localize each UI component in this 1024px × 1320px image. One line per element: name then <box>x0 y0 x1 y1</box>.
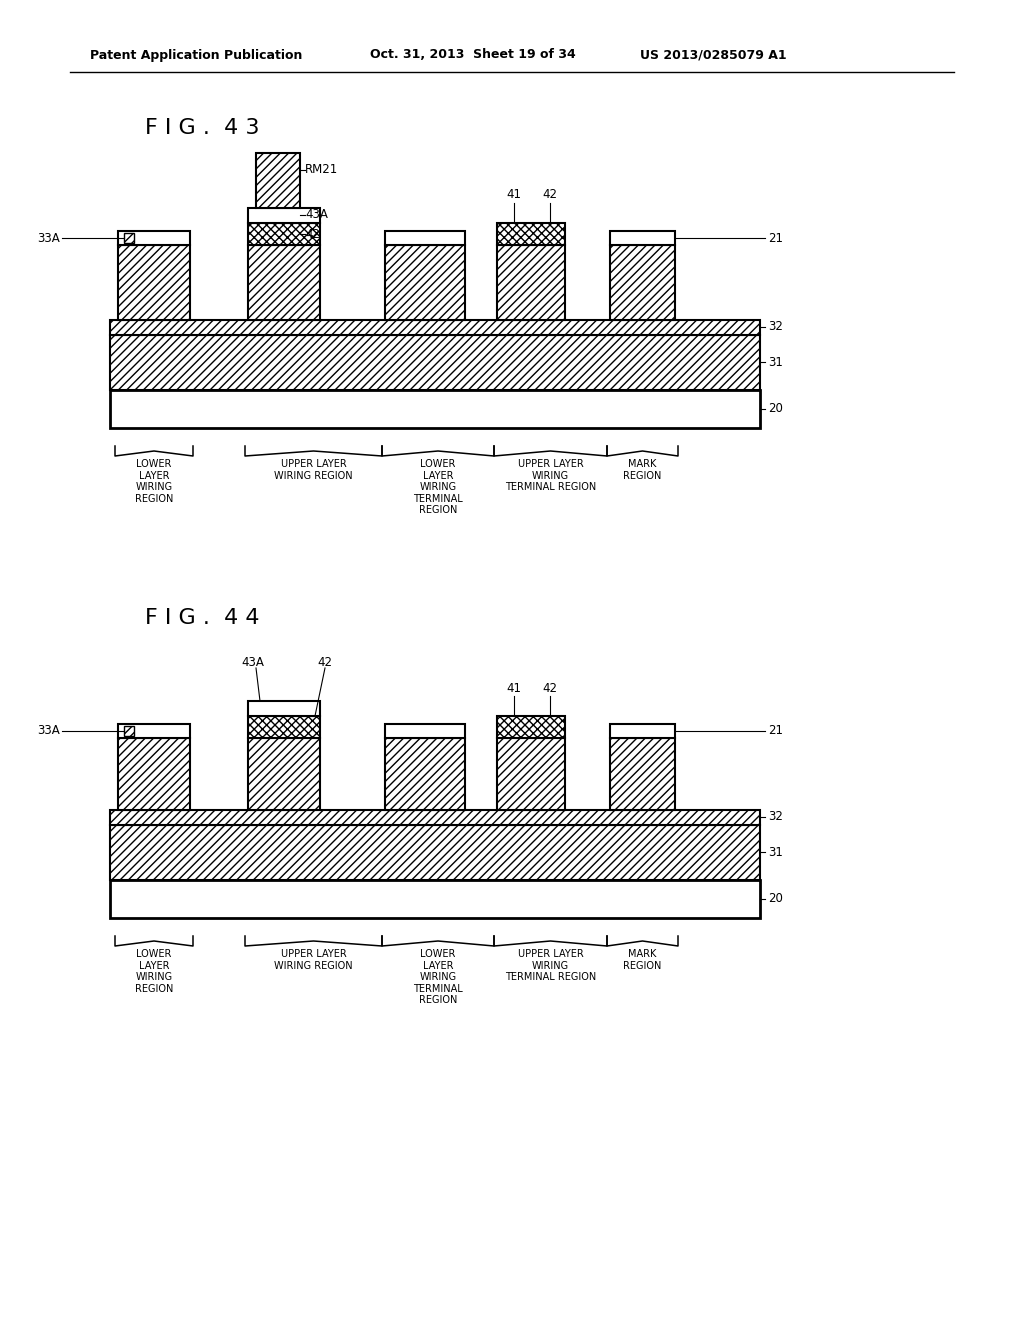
Bar <box>497 223 565 246</box>
Text: 20: 20 <box>768 403 783 416</box>
Text: 32: 32 <box>768 321 783 334</box>
Text: LOWER
LAYER
WIRING
REGION: LOWER LAYER WIRING REGION <box>135 949 173 994</box>
Bar <box>248 738 319 810</box>
Bar <box>248 701 319 715</box>
Bar <box>610 738 675 810</box>
Text: F I G .  4 4: F I G . 4 4 <box>145 609 259 628</box>
Bar <box>385 738 465 810</box>
Bar <box>256 153 300 209</box>
Text: 43A: 43A <box>305 209 328 222</box>
Bar <box>385 231 465 246</box>
Text: 21: 21 <box>768 725 783 738</box>
Bar <box>248 715 319 738</box>
Text: Patent Application Publication: Patent Application Publication <box>90 49 302 62</box>
Text: UPPER LAYER
WIRING REGION: UPPER LAYER WIRING REGION <box>274 459 353 480</box>
Text: 33A: 33A <box>37 725 60 738</box>
Bar <box>385 723 465 738</box>
Bar <box>118 231 190 246</box>
Text: 41: 41 <box>507 189 521 202</box>
Bar <box>497 738 565 810</box>
Bar <box>610 246 675 319</box>
Bar <box>110 810 760 825</box>
Text: 33A: 33A <box>37 231 60 244</box>
Bar <box>124 234 134 243</box>
Text: MARK
REGION: MARK REGION <box>624 459 662 480</box>
Bar <box>497 715 565 738</box>
Text: 42: 42 <box>543 189 557 202</box>
Text: 20: 20 <box>768 892 783 906</box>
Text: 21: 21 <box>768 231 783 244</box>
Text: RM21: RM21 <box>305 162 338 176</box>
Text: LOWER
LAYER
WIRING
TERMINAL
REGION: LOWER LAYER WIRING TERMINAL REGION <box>413 949 463 1006</box>
Text: F I G .  4 3: F I G . 4 3 <box>145 117 259 139</box>
Text: 43A: 43A <box>242 656 264 669</box>
Text: 31: 31 <box>768 355 783 368</box>
Bar <box>110 880 760 917</box>
Bar <box>610 231 675 246</box>
Text: 32: 32 <box>768 810 783 824</box>
Bar <box>610 723 675 738</box>
Bar <box>118 738 190 810</box>
Text: 31: 31 <box>768 846 783 858</box>
Text: US 2013/0285079 A1: US 2013/0285079 A1 <box>640 49 786 62</box>
Bar <box>497 246 565 319</box>
Bar <box>110 319 760 335</box>
Bar <box>110 389 760 428</box>
Bar <box>110 335 760 389</box>
Bar <box>118 246 190 319</box>
Text: MARK
REGION: MARK REGION <box>624 949 662 970</box>
Text: UPPER LAYER
WIRING
TERMINAL REGION: UPPER LAYER WIRING TERMINAL REGION <box>505 949 596 982</box>
Bar <box>118 723 190 738</box>
Text: UPPER LAYER
WIRING REGION: UPPER LAYER WIRING REGION <box>274 949 353 970</box>
Bar <box>385 246 465 319</box>
Text: 42: 42 <box>543 681 557 694</box>
Text: LOWER
LAYER
WIRING
TERMINAL
REGION: LOWER LAYER WIRING TERMINAL REGION <box>413 459 463 515</box>
Text: 42: 42 <box>305 227 319 240</box>
Bar <box>110 825 760 880</box>
Text: Oct. 31, 2013  Sheet 19 of 34: Oct. 31, 2013 Sheet 19 of 34 <box>370 49 575 62</box>
Text: 41: 41 <box>507 681 521 694</box>
Text: UPPER LAYER
WIRING
TERMINAL REGION: UPPER LAYER WIRING TERMINAL REGION <box>505 459 596 492</box>
Bar <box>248 209 319 223</box>
Bar <box>248 223 319 246</box>
Bar <box>248 246 319 319</box>
Text: 42: 42 <box>317 656 333 669</box>
Bar <box>124 726 134 737</box>
Text: LOWER
LAYER
WIRING
REGION: LOWER LAYER WIRING REGION <box>135 459 173 504</box>
